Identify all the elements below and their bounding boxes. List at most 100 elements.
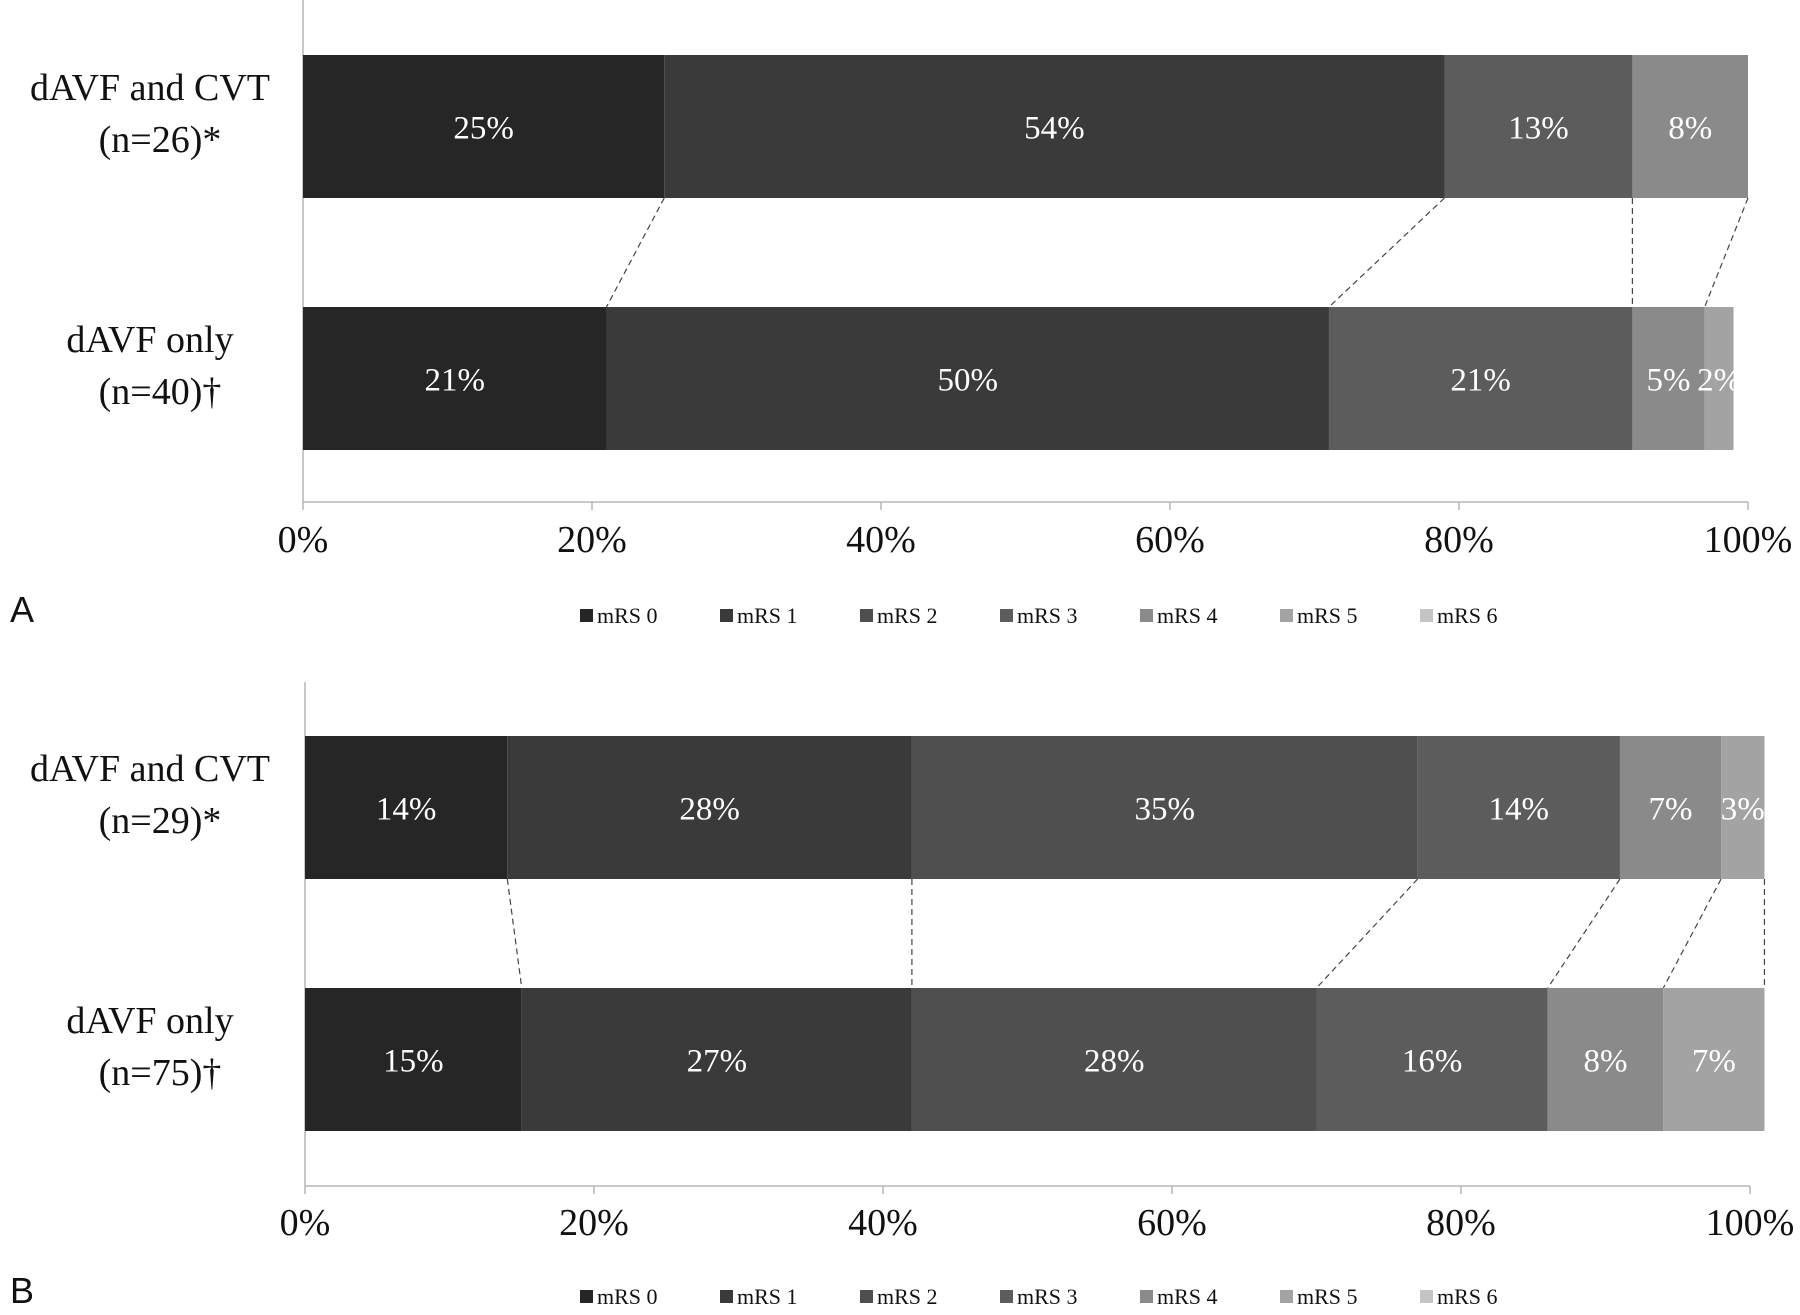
bar-segment bbox=[664, 55, 1445, 198]
legend-swatch bbox=[1280, 609, 1293, 622]
bar-segment bbox=[1547, 988, 1664, 1131]
bar-segment bbox=[606, 307, 1329, 450]
x-tick-label: 40% bbox=[848, 1202, 918, 1244]
panel-label: A bbox=[10, 589, 34, 630]
bar-segment bbox=[521, 988, 912, 1131]
x-tick-label: 60% bbox=[1135, 519, 1205, 561]
bar-segment bbox=[911, 988, 1317, 1131]
bar-segment bbox=[305, 736, 508, 879]
legend-swatch bbox=[860, 1290, 873, 1303]
category-label: (n=40)† bbox=[99, 371, 222, 413]
legend-label: mRS 3 bbox=[1017, 603, 1078, 628]
legend-label: mRS 0 bbox=[597, 1284, 658, 1309]
data-label: 54% bbox=[1024, 111, 1085, 147]
legend-label: mRS 6 bbox=[1437, 1284, 1498, 1309]
legend-label: mRS 5 bbox=[1297, 1284, 1358, 1309]
legend-label: mRS 1 bbox=[737, 603, 798, 628]
data-label: 13% bbox=[1508, 111, 1569, 147]
panel-label: B bbox=[10, 1270, 34, 1311]
bar-segment bbox=[305, 988, 522, 1131]
category-label: dAVF only bbox=[66, 1000, 233, 1042]
bar-segment bbox=[1632, 307, 1705, 450]
bar-segment bbox=[1632, 55, 1748, 198]
bar-segment bbox=[1704, 307, 1734, 450]
series-connector-line bbox=[1547, 878, 1621, 989]
legend-label: mRS 5 bbox=[1297, 603, 1358, 628]
legend-swatch bbox=[720, 1290, 733, 1303]
x-tick-label: 20% bbox=[557, 519, 627, 561]
x-tick-label: 80% bbox=[1426, 1202, 1496, 1244]
x-tick-label: 0% bbox=[278, 519, 329, 561]
bar-segment bbox=[1316, 988, 1548, 1131]
data-label: 27% bbox=[687, 1044, 748, 1080]
legend-swatch bbox=[580, 1290, 593, 1303]
legend-label: mRS 4 bbox=[1157, 603, 1218, 628]
legend-swatch bbox=[1420, 609, 1433, 622]
data-label: 5% bbox=[1647, 363, 1691, 399]
bar-segment bbox=[1721, 736, 1765, 879]
category-label: dAVF and CVT bbox=[30, 67, 270, 109]
legend: mRS 0 mRS 1 mRS 2 mRS 3 mRS 4 mRS 5 mRS 6 bbox=[580, 1284, 1498, 1309]
legend-swatch bbox=[1280, 1290, 1293, 1303]
legend-label: mRS 6 bbox=[1437, 603, 1498, 628]
category-label: (n=26)* bbox=[99, 119, 222, 161]
legend-label: mRS 2 bbox=[877, 603, 938, 628]
x-tick-label: 80% bbox=[1424, 519, 1494, 561]
data-label: 8% bbox=[1668, 111, 1712, 147]
data-label: 2% bbox=[1697, 363, 1741, 399]
legend-label: mRS 1 bbox=[737, 1284, 798, 1309]
category-label: dAVF and CVT bbox=[30, 748, 270, 790]
legend-label: mRS 2 bbox=[877, 1284, 938, 1309]
legend-swatch bbox=[720, 609, 733, 622]
data-label: 8% bbox=[1584, 1044, 1628, 1080]
bar-segment bbox=[1619, 736, 1722, 879]
data-label: 16% bbox=[1402, 1044, 1463, 1080]
legend-label: mRS 0 bbox=[597, 603, 658, 628]
data-label: 3% bbox=[1721, 792, 1765, 828]
data-label: 28% bbox=[679, 792, 740, 828]
series-connector-line bbox=[1662, 878, 1722, 989]
category-label: dAVF only bbox=[66, 319, 233, 361]
bar-segment bbox=[507, 736, 912, 879]
category-label: (n=75)† bbox=[99, 1052, 222, 1094]
legend-swatch bbox=[1140, 609, 1153, 622]
legend-swatch bbox=[1420, 1290, 1433, 1303]
bar-segment bbox=[1444, 55, 1633, 198]
x-tick-label: 0% bbox=[280, 1202, 331, 1244]
legend-label: mRS 4 bbox=[1157, 1284, 1218, 1309]
chart-panel-b: 0% 20% 40% 60% 80% 100% 14% 28% 35% 14% 7% 3% dAVF a… bbox=[10, 682, 1794, 1311]
bar-segment bbox=[303, 307, 607, 450]
x-tick-label: 100% bbox=[1704, 519, 1793, 561]
chart-panel-a: 0% 20% 40% 60% 80% 100% 25% 54% 13% 8% dAVF and CV… bbox=[10, 0, 1792, 630]
bar-segment bbox=[1328, 307, 1633, 450]
bar-segment bbox=[303, 55, 665, 198]
legend: mRS 0 mRS 1 mRS 2 mRS 3 mRS 4 mRS 5 mRS 6 bbox=[580, 603, 1498, 628]
series-connector-line bbox=[506, 878, 523, 989]
legend-swatch bbox=[580, 609, 593, 622]
legend-label: mRS 3 bbox=[1017, 1284, 1078, 1309]
data-label: 14% bbox=[1489, 792, 1550, 828]
x-tick-label: 100% bbox=[1706, 1202, 1795, 1244]
legend-swatch bbox=[1000, 609, 1013, 622]
series-connector-line bbox=[1316, 878, 1419, 989]
x-tick-label: 60% bbox=[1137, 1202, 1207, 1244]
legend-swatch bbox=[1140, 1290, 1153, 1303]
data-label: 25% bbox=[453, 111, 514, 147]
category-label: (n=29)* bbox=[99, 800, 222, 842]
legend-swatch bbox=[860, 609, 873, 622]
data-label: 35% bbox=[1135, 792, 1196, 828]
data-label: 50% bbox=[937, 363, 998, 399]
data-label: 21% bbox=[1450, 363, 1511, 399]
series-connector-line bbox=[1328, 197, 1445, 308]
data-label: 7% bbox=[1692, 1044, 1736, 1080]
bar-segment bbox=[1417, 736, 1620, 879]
bar-segment bbox=[911, 736, 1418, 879]
bar-segment bbox=[1663, 988, 1765, 1131]
data-label: 7% bbox=[1649, 792, 1693, 828]
legend-swatch bbox=[1000, 1290, 1013, 1303]
series-connector-line bbox=[1704, 197, 1749, 308]
data-label: 28% bbox=[1084, 1044, 1145, 1080]
x-tick-label: 20% bbox=[559, 1202, 629, 1244]
data-label: 14% bbox=[376, 792, 437, 828]
